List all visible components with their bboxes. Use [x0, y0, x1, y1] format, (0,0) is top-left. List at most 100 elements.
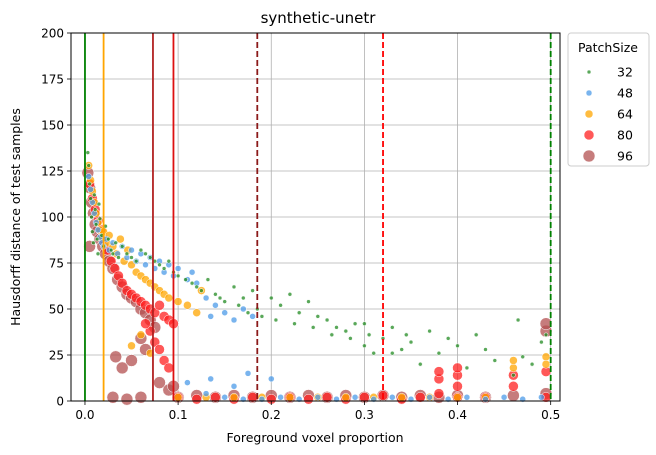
- y-axis: 0 25 50 75 100 125 150 175 200: [41, 27, 71, 409]
- data-point: [192, 308, 201, 317]
- data-point: [217, 295, 223, 301]
- data-point: [120, 392, 134, 406]
- data-point: [529, 361, 535, 367]
- data-point: [221, 309, 228, 316]
- data-point: [315, 314, 321, 319]
- data-point: [285, 393, 295, 402]
- x-tick-label: 0.2: [262, 408, 281, 422]
- y-tick-label: 75: [49, 257, 64, 271]
- data-point: [509, 363, 518, 373]
- data-point: [128, 246, 135, 254]
- data-point: [453, 393, 462, 402]
- legend-marker: [585, 89, 593, 97]
- y-tick-label: 50: [49, 303, 64, 317]
- data-point: [85, 150, 91, 155]
- data-point: [452, 381, 463, 392]
- data-point: [433, 366, 445, 377]
- data-point: [213, 292, 218, 297]
- data-point: [202, 294, 210, 302]
- data-point: [348, 336, 353, 341]
- data-point: [426, 394, 433, 401]
- data-point: [371, 350, 376, 356]
- data-point: [303, 393, 314, 405]
- legend-label: 80: [617, 128, 633, 143]
- data-point: [87, 181, 92, 187]
- data-point: [362, 321, 367, 326]
- data-point: [229, 393, 239, 402]
- y-tick-label: 200: [41, 27, 64, 41]
- data-point: [292, 321, 297, 326]
- data-point: [199, 288, 204, 293]
- data-point: [415, 392, 426, 403]
- data-point: [464, 365, 470, 371]
- data-point: [515, 317, 521, 323]
- series-80: [84, 178, 552, 405]
- data-point: [492, 358, 498, 363]
- data-point: [231, 284, 237, 290]
- data-point: [143, 251, 148, 257]
- data-point: [334, 325, 339, 330]
- data-point: [230, 316, 238, 324]
- data-point: [106, 391, 120, 404]
- data-point: [452, 362, 463, 374]
- data-point: [163, 362, 175, 374]
- data-point: [89, 214, 94, 220]
- data-point: [88, 196, 93, 201]
- data-point: [249, 313, 256, 320]
- data-point: [133, 258, 139, 264]
- data-point: [183, 277, 188, 282]
- data-point: [244, 370, 252, 377]
- data-point: [157, 262, 162, 268]
- legend-label: 96: [617, 149, 633, 164]
- data-point: [93, 222, 99, 227]
- data-point: [483, 347, 488, 352]
- data-point: [91, 240, 96, 246]
- y-axis-label: Hausdorff distance of test samples: [8, 108, 23, 326]
- data-point: [164, 293, 174, 303]
- data-point: [125, 354, 138, 367]
- data-point: [116, 255, 121, 260]
- data-point: [463, 394, 471, 401]
- x-tick-label: 0.5: [541, 408, 560, 422]
- data-point: [230, 383, 238, 390]
- data-point: [92, 207, 98, 212]
- data-point: [508, 381, 519, 392]
- data-point: [210, 392, 221, 403]
- x-axis: 0.0 0.1 0.2 0.3 0.4 0.5: [75, 401, 560, 422]
- data-point: [397, 393, 406, 402]
- legend-marker: [582, 149, 596, 163]
- data-point: [343, 328, 349, 334]
- data-point: [539, 317, 553, 330]
- data-point: [306, 299, 311, 304]
- data-point: [207, 313, 214, 320]
- data-point: [109, 350, 122, 364]
- legend: PatchSize 32 48 64 80 96: [567, 32, 650, 167]
- data-point: [173, 297, 183, 306]
- y-tick-label: 100: [41, 211, 64, 225]
- data-point: [134, 391, 148, 404]
- data-point: [389, 394, 396, 401]
- data-point: [140, 318, 151, 329]
- data-point: [158, 355, 170, 366]
- data-point: [136, 330, 146, 340]
- data-point: [539, 339, 544, 345]
- data-point: [352, 321, 358, 326]
- data-point: [520, 354, 525, 360]
- data-point: [427, 328, 432, 334]
- y-tick-label: 150: [41, 119, 64, 133]
- data-point: [436, 350, 442, 356]
- data-point: [473, 332, 479, 338]
- data-point: [278, 303, 283, 308]
- data-point: [500, 394, 508, 401]
- data-point: [511, 372, 516, 378]
- data-point: [538, 394, 545, 401]
- data-point: [408, 339, 414, 345]
- data-point: [329, 332, 335, 338]
- data-point: [245, 310, 251, 315]
- data-point: [138, 247, 144, 253]
- data-point: [236, 303, 241, 308]
- data-point: [119, 244, 125, 249]
- data-point: [351, 394, 359, 401]
- data-point: [108, 247, 114, 253]
- data-point: [175, 273, 181, 279]
